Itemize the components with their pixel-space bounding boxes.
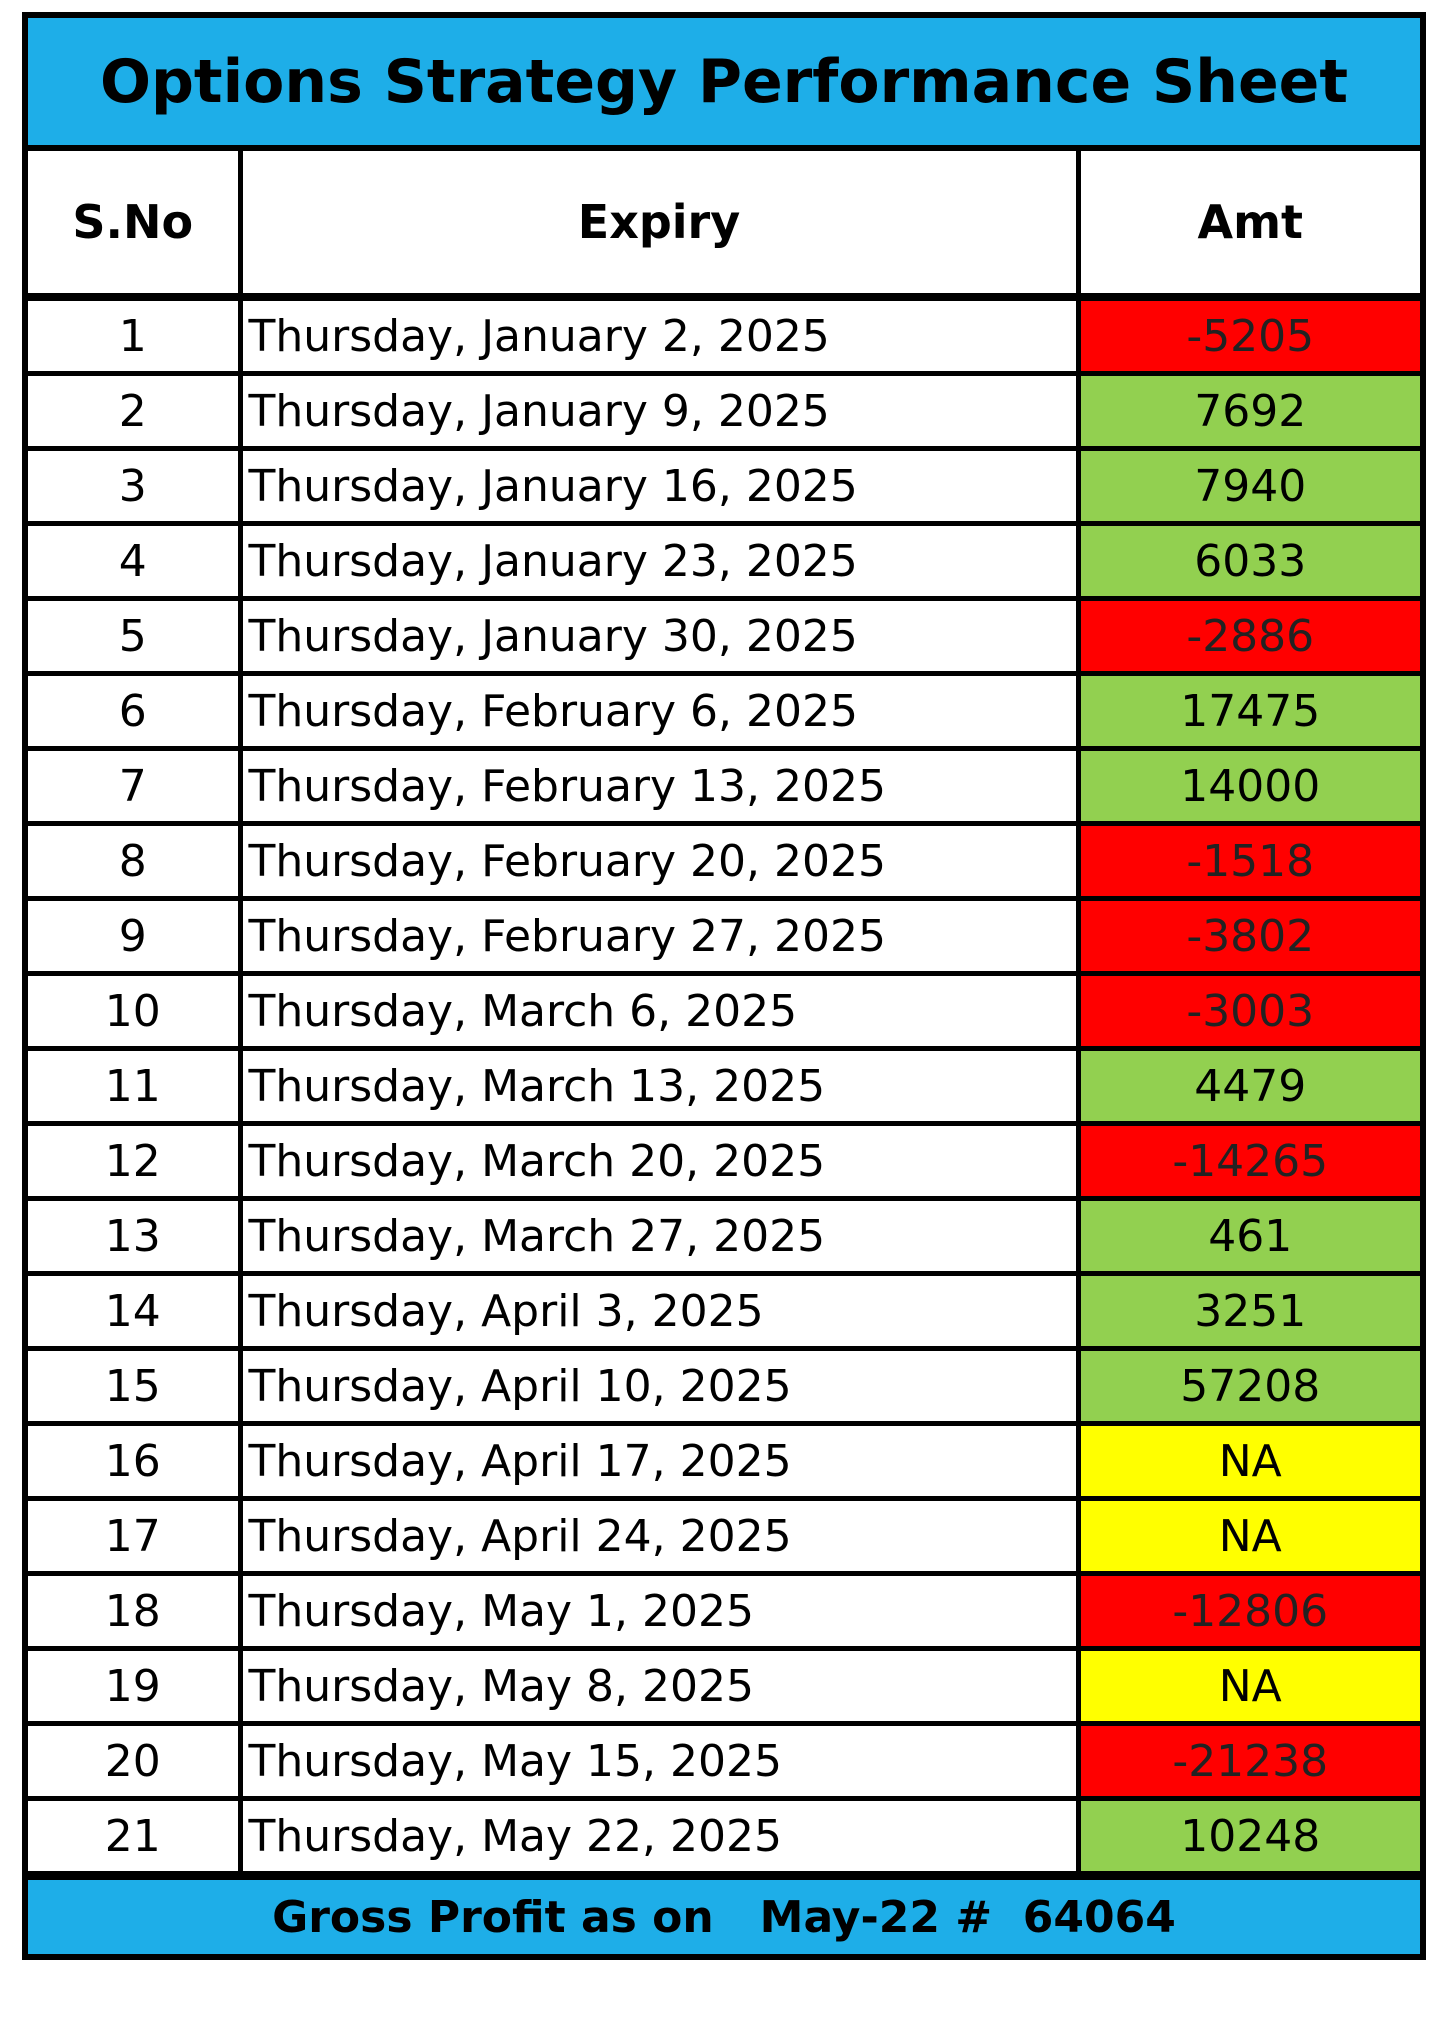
row-amount: 3251 [1075, 1271, 1420, 1351]
table-row: 8 Thursday, February 20, 2025 -1518 [28, 821, 1420, 901]
row-sno: 17 [28, 1496, 243, 1576]
row-amount: 461 [1075, 1196, 1420, 1276]
row-sno: 16 [28, 1421, 243, 1501]
row-amount: 4479 [1075, 1046, 1420, 1126]
table-row: 11 Thursday, March 13, 2025 4479 [28, 1046, 1420, 1126]
gross-profit-bar: Gross Profit as on May-22 # 64064 [28, 1876, 1420, 1954]
row-amount: NA [1075, 1496, 1420, 1576]
row-sno: 1 [28, 294, 243, 376]
gross-profit-text: Gross Profit as on May-22 # 64064 [272, 1891, 1176, 1943]
row-sno: 8 [28, 821, 243, 901]
row-expiry: Thursday, February 13, 2025 [237, 746, 1081, 826]
row-amount: -12806 [1075, 1571, 1420, 1651]
row-sno: 4 [28, 521, 243, 601]
row-amount: 7940 [1075, 446, 1420, 526]
row-amount: -21238 [1075, 1721, 1420, 1801]
row-expiry: Thursday, May 15, 2025 [237, 1721, 1081, 1801]
row-amount: -2886 [1075, 596, 1420, 676]
row-sno: 2 [28, 371, 243, 451]
row-expiry: Thursday, April 24, 2025 [237, 1496, 1081, 1576]
table-row: 10 Thursday, March 6, 2025 -3003 [28, 971, 1420, 1051]
table-row: 6 Thursday, February 6, 2025 17475 [28, 671, 1420, 751]
table-row: 14 Thursday, April 3, 2025 3251 [28, 1271, 1420, 1351]
row-expiry: Thursday, January 30, 2025 [237, 596, 1081, 676]
row-expiry: Thursday, May 1, 2025 [237, 1571, 1081, 1651]
row-expiry: Thursday, March 6, 2025 [237, 971, 1081, 1051]
row-sno: 14 [28, 1271, 243, 1351]
table-row: 16 Thursday, April 17, 2025 NA [28, 1421, 1420, 1501]
row-amount: -1518 [1075, 821, 1420, 901]
row-sno: 11 [28, 1046, 243, 1126]
row-sno: 10 [28, 971, 243, 1051]
row-sno: 21 [28, 1796, 243, 1876]
header-amt: Amt [1075, 151, 1420, 301]
row-expiry: Thursday, April 10, 2025 [237, 1346, 1081, 1426]
row-expiry: Thursday, January 16, 2025 [237, 446, 1081, 526]
row-expiry: Thursday, March 27, 2025 [237, 1196, 1081, 1276]
row-amount: -5205 [1075, 294, 1420, 376]
performance-table: S.No Expiry Amt 1 Thursday, January 2, 20… [28, 151, 1420, 1876]
table-row: 4 Thursday, January 23, 2025 6033 [28, 521, 1420, 601]
row-amount: -3802 [1075, 896, 1420, 976]
row-amount: 57208 [1075, 1346, 1420, 1426]
row-expiry: Thursday, January 9, 2025 [237, 371, 1081, 451]
table-row: 7 Thursday, February 13, 2025 14000 [28, 746, 1420, 826]
row-sno: 19 [28, 1646, 243, 1726]
table-row: 18 Thursday, May 1, 2025 -12806 [28, 1571, 1420, 1651]
table-row: 20 Thursday, May 15, 2025 -21238 [28, 1721, 1420, 1801]
row-amount: 14000 [1075, 746, 1420, 826]
table-row: 5 Thursday, January 30, 2025 -2886 [28, 596, 1420, 676]
row-sno: 15 [28, 1346, 243, 1426]
table-row: 17 Thursday, April 24, 2025 NA [28, 1496, 1420, 1576]
sheet-title-bar: Options Strategy Performance Sheet [28, 18, 1420, 151]
row-sno: 7 [28, 746, 243, 826]
table-body: 1 Thursday, January 2, 2025 -5205 2 Thursday… [28, 294, 1420, 1876]
table-row: 21 Thursday, May 22, 2025 10248 [28, 1796, 1420, 1876]
row-expiry: Thursday, April 17, 2025 [237, 1421, 1081, 1501]
performance-sheet: Options Strategy Performance Sheet S.No … [22, 12, 1426, 1960]
row-sno: 6 [28, 671, 243, 751]
row-expiry: Thursday, May 8, 2025 [237, 1646, 1081, 1726]
row-amount: -14265 [1075, 1121, 1420, 1201]
table-row: 1 Thursday, January 2, 2025 -5205 [28, 294, 1420, 376]
row-amount: 17475 [1075, 671, 1420, 751]
sheet-title: Options Strategy Performance Sheet [99, 46, 1349, 117]
table-row: 9 Thursday, February 27, 2025 -3802 [28, 896, 1420, 976]
row-sno: 12 [28, 1121, 243, 1201]
table-row: 12 Thursday, March 20, 2025 -14265 [28, 1121, 1420, 1201]
row-expiry: Thursday, May 22, 2025 [237, 1796, 1081, 1876]
row-expiry: Thursday, March 20, 2025 [237, 1121, 1081, 1201]
row-sno: 13 [28, 1196, 243, 1276]
row-amount: -3003 [1075, 971, 1420, 1051]
row-sno: 18 [28, 1571, 243, 1651]
row-sno: 9 [28, 896, 243, 976]
table-row: 13 Thursday, March 27, 2025 461 [28, 1196, 1420, 1276]
table-row: 15 Thursday, April 10, 2025 57208 [28, 1346, 1420, 1426]
row-sno: 3 [28, 446, 243, 526]
row-amount: 7692 [1075, 371, 1420, 451]
table-row: 2 Thursday, January 9, 2025 7692 [28, 371, 1420, 451]
row-sno: 20 [28, 1721, 243, 1801]
row-amount: NA [1075, 1646, 1420, 1726]
row-amount: NA [1075, 1421, 1420, 1501]
header-sno: S.No [28, 151, 243, 301]
row-amount: 6033 [1075, 521, 1420, 601]
table-row: 3 Thursday, January 16, 2025 7940 [28, 446, 1420, 526]
header-row: S.No Expiry Amt [28, 151, 1420, 301]
row-expiry: Thursday, April 3, 2025 [237, 1271, 1081, 1351]
row-expiry: Thursday, February 6, 2025 [237, 671, 1081, 751]
row-expiry: Thursday, January 2, 2025 [237, 294, 1081, 376]
row-expiry: Thursday, January 23, 2025 [237, 521, 1081, 601]
row-expiry: Thursday, February 20, 2025 [237, 821, 1081, 901]
row-sno: 5 [28, 596, 243, 676]
table-row: 19 Thursday, May 8, 2025 NA [28, 1646, 1420, 1726]
row-expiry: Thursday, March 13, 2025 [237, 1046, 1081, 1126]
row-expiry: Thursday, February 27, 2025 [237, 896, 1081, 976]
header-expiry: Expiry [237, 151, 1081, 301]
row-amount: 10248 [1075, 1796, 1420, 1876]
